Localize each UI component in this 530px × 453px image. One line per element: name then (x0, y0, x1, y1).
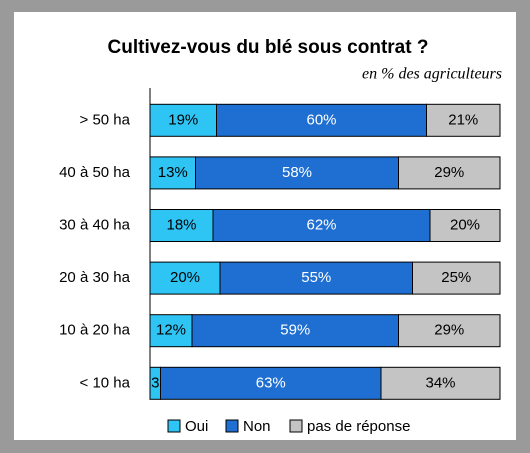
legend-swatch (225, 419, 239, 433)
bar-segment (216, 103, 427, 137)
y-tick-label: 30 à 40 ha (59, 216, 131, 233)
data-label: 13% (158, 164, 188, 181)
bar-segment (398, 314, 501, 348)
bar-segment (429, 209, 501, 242)
bar-segment (149, 103, 217, 137)
chart-title: Cultivez-vous du blé sous contrat ? (108, 37, 429, 58)
data-label: 62% (306, 216, 336, 233)
data-label: 34% (425, 374, 455, 391)
bar-segment (160, 366, 382, 400)
data-label: 58% (282, 164, 312, 181)
bar-segment (380, 366, 501, 400)
data-label: 20% (170, 269, 200, 286)
bar-segment (149, 156, 196, 190)
data-label: 18% (166, 216, 196, 233)
data-label: 25% (441, 269, 471, 286)
bar-segment (398, 156, 501, 190)
data-label: 55% (301, 269, 331, 286)
legend-swatch (167, 419, 181, 433)
data-label: 59% (280, 322, 310, 339)
data-label: 20% (450, 216, 480, 233)
bar-segment (412, 261, 501, 295)
data-label: 12% (156, 322, 186, 339)
y-tick-label: > 50 ha (80, 111, 131, 128)
bar-segment (195, 156, 399, 190)
y-tick-label: < 10 ha (80, 374, 131, 391)
data-label: 29% (434, 164, 464, 181)
legend-label: Non (243, 418, 271, 435)
bar-segment (149, 314, 193, 348)
y-tick-label: 10 à 20 ha (59, 322, 131, 339)
bar-segment (191, 314, 399, 348)
y-tick-label: 20 à 30 ha (59, 269, 131, 286)
data-label: 63% (256, 374, 286, 391)
data-label: 21% (448, 111, 478, 128)
data-label: 60% (306, 111, 336, 128)
legend-label: pas de réponse (307, 418, 410, 435)
bar-segment (426, 103, 501, 137)
data-label: 19% (168, 111, 198, 128)
chart-subtitle: en % des agriculteurs (362, 66, 502, 83)
y-tick-label: 40 à 50 ha (59, 164, 131, 181)
legend-label: Oui (185, 418, 208, 435)
bar-segment (219, 261, 413, 295)
legend-swatch (289, 419, 303, 433)
data-label: 29% (434, 322, 464, 339)
